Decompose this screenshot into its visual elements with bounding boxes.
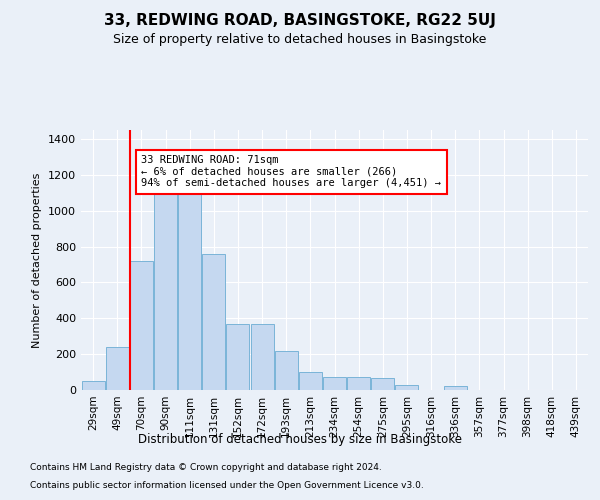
Text: 33 REDWING ROAD: 71sqm
← 6% of detached houses are smaller (266)
94% of semi-det: 33 REDWING ROAD: 71sqm ← 6% of detached … [142, 155, 442, 188]
Bar [178, 188, 201, 390]
Bar [130, 261, 153, 390]
Bar [299, 372, 322, 390]
Text: Contains public sector information licensed under the Open Government Licence v3: Contains public sector information licen… [30, 481, 424, 490]
Bar [251, 324, 274, 390]
Bar [371, 378, 394, 390]
Bar [395, 384, 418, 390]
Bar [226, 324, 250, 390]
Bar [347, 378, 370, 390]
Bar [275, 350, 298, 390]
Text: Contains HM Land Registry data © Crown copyright and database right 2024.: Contains HM Land Registry data © Crown c… [30, 464, 382, 472]
Bar [154, 193, 177, 390]
Text: 33, REDWING ROAD, BASINGSTOKE, RG22 5UJ: 33, REDWING ROAD, BASINGSTOKE, RG22 5UJ [104, 12, 496, 28]
Text: Size of property relative to detached houses in Basingstoke: Size of property relative to detached ho… [113, 32, 487, 46]
Y-axis label: Number of detached properties: Number of detached properties [32, 172, 43, 348]
Bar [202, 254, 225, 390]
Text: Distribution of detached houses by size in Basingstoke: Distribution of detached houses by size … [138, 432, 462, 446]
Bar [323, 376, 346, 390]
Bar [106, 347, 128, 390]
Bar [444, 386, 467, 390]
Bar [82, 381, 104, 390]
